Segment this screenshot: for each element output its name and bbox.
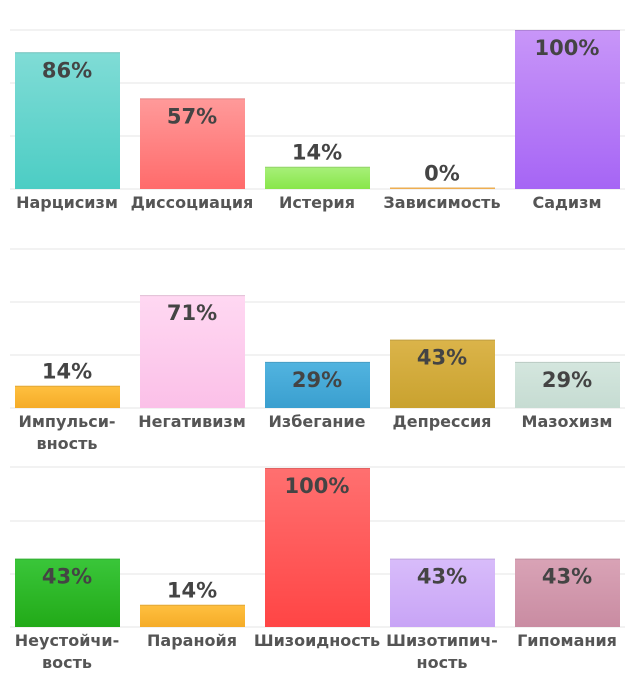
category-label: Мазохизм [522, 412, 613, 431]
data-label: 43% [542, 565, 592, 589]
chart-panel-2: 14% Импульси-вность 71% Негативизм 29% Избега… [10, 295, 625, 468]
data-label: 14% [42, 360, 92, 384]
category-label: вность [36, 434, 97, 453]
bar [15, 52, 120, 190]
data-label: 14% [292, 141, 342, 165]
bar [15, 385, 120, 408]
data-label: 100% [285, 474, 350, 498]
chart-panel-1: 86% Нарцисизм 57% Диссоциация 14% Истерия 0% За… [10, 29, 625, 250]
data-label: 86% [42, 58, 92, 82]
bar [140, 295, 245, 408]
bar [140, 98, 245, 189]
bar [15, 558, 120, 627]
bar [140, 604, 245, 627]
bar [265, 166, 370, 189]
category-label: Шизотипич- [386, 631, 498, 650]
data-label: 71% [167, 301, 217, 325]
data-label: 100% [535, 36, 600, 60]
data-label: 43% [42, 565, 92, 589]
bar [515, 30, 620, 189]
category-label: Садизм [532, 193, 601, 212]
category-label: Неустойчи- [15, 631, 119, 650]
category-label: Нарцисизм [16, 193, 118, 212]
category-label: Зависимость [383, 193, 500, 212]
data-label: 0% [424, 162, 460, 186]
data-label: 14% [167, 579, 217, 603]
category-label: Шизоидность [254, 631, 380, 650]
bar [515, 558, 620, 627]
data-label: 29% [292, 368, 342, 392]
bar [265, 361, 370, 408]
category-label: Избегание [269, 412, 366, 431]
bar [390, 187, 495, 189]
bar [265, 468, 370, 627]
category-label: ность [417, 653, 468, 672]
category-label: Истерия [279, 193, 355, 212]
bar [390, 558, 495, 627]
category-label: Негативизм [138, 412, 246, 431]
category-label: вость [42, 653, 92, 672]
category-label: Импульси- [18, 412, 115, 431]
data-label: 57% [167, 104, 217, 128]
bar [390, 339, 495, 408]
bar [515, 361, 620, 408]
category-label: Депрессия [393, 412, 492, 431]
chart-panel-3: 43% Неустойчи-вость 14% Паранойя 100% Шизоидн… [10, 468, 625, 672]
category-label: Паранойя [147, 631, 237, 650]
data-label: 43% [417, 565, 467, 589]
data-label: 43% [417, 346, 467, 370]
category-label: Гипомания [517, 631, 617, 650]
category-label: Диссоциация [131, 193, 254, 212]
data-label: 29% [542, 368, 592, 392]
